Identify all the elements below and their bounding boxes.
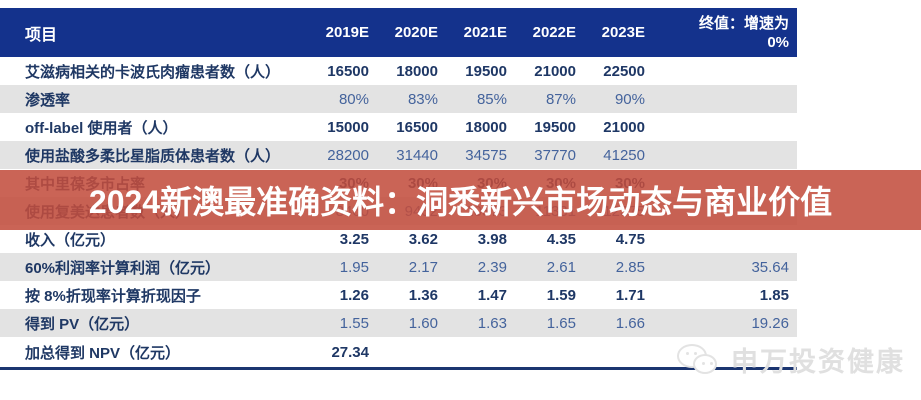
row-value: 85% (476, 90, 507, 108)
row-value: 16500 (396, 118, 438, 136)
row-value: 90% (614, 90, 645, 108)
row-value: 21000 (534, 62, 576, 80)
row-value: 3.98 (477, 230, 507, 248)
row-value: 1.95 (339, 258, 369, 276)
row-label: 渗透率 (25, 91, 71, 109)
row-label: 得到 PV（亿元） (25, 315, 140, 333)
promo-banner-overlay: 2024新澳最准确资料：洞悉新兴市场动态与商业价值 (0, 170, 921, 230)
table-row: 渗透率 80% 83% 85% 87% 90% (0, 85, 797, 113)
watermark: 申万投资健康 (677, 340, 905, 379)
row-value: 31440 (396, 146, 438, 164)
row-value: 1.59 (546, 286, 576, 304)
row-value: 1.26 (339, 286, 369, 304)
row-value: 83% (407, 90, 438, 108)
header-year-cell: 2021E (463, 24, 507, 41)
table-header-row: 项目 2019E 2020E 2021E 2022E 2023E 终值：增速为 0% (0, 8, 797, 57)
row-value: 1.36 (408, 286, 438, 304)
row-terminal-value: 1.85 (759, 286, 789, 304)
row-value: 4.75 (615, 230, 645, 248)
row-terminal-value: 35.64 (751, 258, 789, 276)
row-value: 1.47 (477, 286, 507, 304)
row-value: 19500 (534, 118, 576, 136)
row-value: 3.62 (408, 230, 438, 248)
row-value: 16500 (327, 62, 369, 80)
row-value: 21000 (603, 118, 645, 136)
header-item-column: 项目 (25, 26, 58, 44)
row-value: 34575 (465, 146, 507, 164)
promo-banner-text: 2024新澳最准确资料：洞悉新兴市场动态与商业价值 (88, 184, 833, 220)
chat-bubbles-logo-icon (677, 342, 723, 378)
row-value: 15000 (327, 118, 369, 136)
table-row: 艾滋病相关的卡波氏肉瘤患者数（人） 16500 18000 19500 21000 225… (0, 57, 797, 85)
row-value: 22500 (603, 62, 645, 80)
row-value: 2.39 (477, 258, 507, 276)
row-value: 1.63 (477, 314, 507, 332)
row-value: 18000 (396, 62, 438, 80)
table-row: 得到 PV（亿元） 1.55 1.60 1.63 1.65 1.66 19.26 (0, 309, 797, 337)
row-label: off-label 使用者（人） (25, 119, 178, 137)
row-value: 28200 (327, 146, 369, 164)
row-value: 2.17 (408, 258, 438, 276)
header-year-columns: 2019E 2020E 2021E 2022E 2023E (300, 24, 645, 41)
header-year-cell: 2020E (394, 24, 438, 41)
table-row: 60%利润率计算利润（亿元） 1.95 2.17 2.39 2.61 2.85 35.64 (0, 253, 797, 281)
row-value: 41250 (603, 146, 645, 164)
row-value: 2.61 (546, 258, 576, 276)
row-label: 艾滋病相关的卡波氏肉瘤患者数（人） (25, 63, 281, 81)
header-year-cell: 2019E (325, 24, 369, 41)
row-value: 87% (545, 90, 576, 108)
row-value: 27.34 (331, 343, 369, 361)
row-value: 18000 (465, 118, 507, 136)
header-terminal-column: 终值：增速为 0% (698, 14, 789, 51)
row-value: 2.85 (615, 258, 645, 276)
table-row: 加总得到 NPV（亿元） 27.34 (0, 337, 797, 367)
row-value: 1.55 (339, 314, 369, 332)
row-label: 加总得到 NPV（亿元） (25, 344, 181, 362)
row-label: 收入（亿元） (25, 231, 116, 249)
chat-bubble-small-icon (693, 353, 717, 374)
row-value: 1.71 (615, 286, 645, 304)
header-year-cell: 2023E (601, 24, 645, 41)
table-row: 按 8%折现率计算折现因子 1.26 1.36 1.47 1.59 1.71 1.85 (0, 281, 797, 309)
row-value: 3.25 (339, 230, 369, 248)
row-value: 37770 (534, 146, 576, 164)
row-value: 1.60 (408, 314, 438, 332)
row-label: 使用盐酸多柔比星脂质体患者数（人） (25, 147, 281, 165)
row-value: 1.66 (615, 314, 645, 332)
row-value: 19500 (465, 62, 507, 80)
header-year-cell: 2022E (532, 24, 576, 41)
table-row: 使用盐酸多柔比星脂质体患者数（人） 28200 31440 34575 37770 412… (0, 141, 797, 169)
watermark-text: 申万投资健康 (731, 347, 905, 377)
row-value: 4.35 (546, 230, 576, 248)
row-value: 1.65 (546, 314, 576, 332)
row-label: 60%利润率计算利润（亿元） (25, 259, 221, 277)
row-label: 按 8%折现率计算折现因子 (25, 287, 201, 305)
table-row: off-label 使用者（人） 15000 16500 18000 19500 2100… (0, 113, 797, 141)
row-value: 80% (338, 90, 369, 108)
row-terminal-value: 19.26 (751, 314, 789, 332)
